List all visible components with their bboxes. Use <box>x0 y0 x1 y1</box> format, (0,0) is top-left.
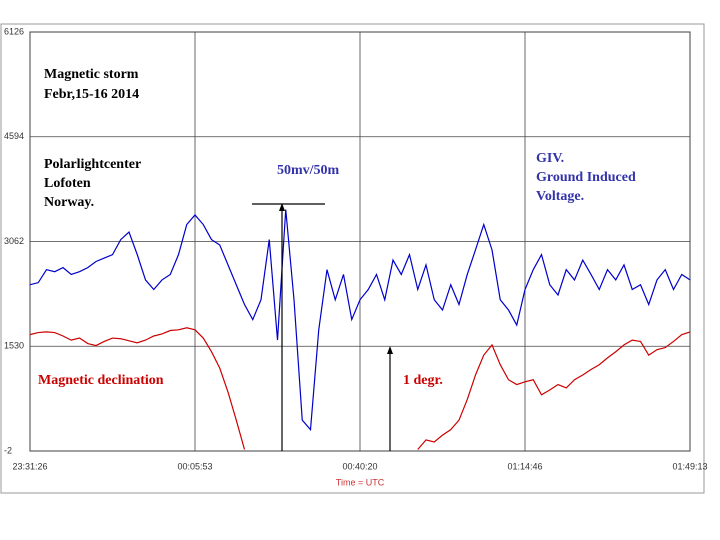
series-line <box>29 209 691 432</box>
x-tick-label: 01:14:46 <box>507 461 542 471</box>
y-tick-label: 3062 <box>4 236 24 246</box>
series-line <box>29 327 691 450</box>
annotation: Ground Induced <box>536 170 636 185</box>
x-tick-label: 00:40:20 <box>342 461 377 471</box>
annotation: 50mv/50m <box>277 163 340 178</box>
frame <box>0 23 705 494</box>
arrow-head <box>387 346 393 354</box>
y-tick-label: 6126 <box>4 26 24 36</box>
annotation: Lofoten <box>44 176 91 191</box>
annotation: 1 degr. <box>403 373 443 388</box>
annotation: Polarlightcenter <box>44 157 141 172</box>
y-tick-label: 1530 <box>4 341 24 351</box>
annotation: Febr,15-16 2014 <box>44 87 139 102</box>
arrow-head <box>279 203 285 211</box>
x-tick-label: 01:49:13 <box>672 461 707 471</box>
annotation: Magnetic storm <box>44 67 139 82</box>
annotation: Magnetic declination <box>38 373 164 388</box>
x-axis-label: Time = UTC <box>336 477 385 487</box>
x-tick-label: 00:05:53 <box>177 461 212 471</box>
x-tick-label: 23:31:26 <box>12 461 47 471</box>
annotation: Voltage. <box>536 189 584 204</box>
annotation: GIV. <box>536 151 564 166</box>
y-tick-label: 4594 <box>4 131 24 141</box>
y-tick-label: -2 <box>4 445 12 455</box>
annotation: Norway. <box>44 195 94 210</box>
